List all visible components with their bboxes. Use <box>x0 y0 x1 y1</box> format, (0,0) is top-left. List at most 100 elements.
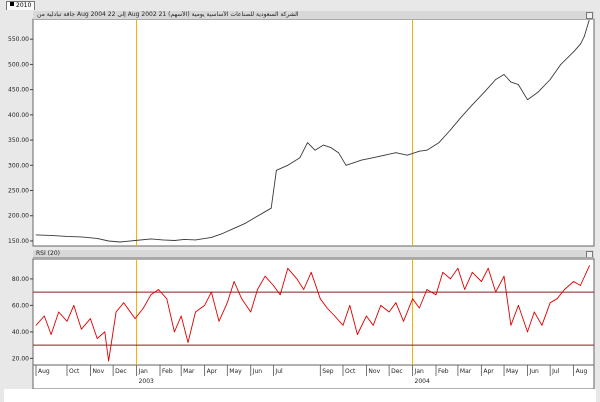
x-tick-label: May <box>506 368 519 375</box>
rsi-line-point <box>541 324 543 326</box>
x-tick-label: Jan <box>138 368 148 375</box>
price-line-point <box>314 149 316 151</box>
x-tick-label: Dec <box>115 368 127 375</box>
rsi-line-point <box>310 271 312 273</box>
price-panel-button[interactable] <box>586 12 593 19</box>
price-line-point <box>418 150 420 152</box>
price-y-tick-label: 200.00 <box>8 213 29 220</box>
price-line-point <box>426 149 428 151</box>
rsi-line-point <box>480 281 482 282</box>
rsi-line-point <box>326 307 328 309</box>
x-tick-label: Jun <box>528 368 539 375</box>
rsi-line-point <box>279 294 281 296</box>
rsi-line-point <box>412 298 413 300</box>
rsi-line-point <box>241 298 243 300</box>
price-line <box>35 18 590 243</box>
x-tick-label: Dec <box>391 368 403 375</box>
rsi-line-point <box>257 289 258 290</box>
rsi-line-point <box>150 294 152 296</box>
rsi-line-point <box>549 302 551 304</box>
rsi-line-point <box>334 315 336 317</box>
status-strip <box>4 389 596 402</box>
price-line-point <box>503 74 505 75</box>
price-line-point <box>510 81 512 83</box>
rsi-line-point <box>123 302 125 304</box>
rsi-y-tick-label: 20.00 <box>12 355 29 362</box>
rsi-line-point <box>388 311 390 313</box>
price-line-point <box>276 169 277 171</box>
rsi-line-point <box>273 285 274 286</box>
price-line-point <box>299 157 301 159</box>
x-tick-label: May <box>229 368 242 375</box>
rsi-line-point <box>518 304 519 306</box>
price-line-point <box>195 239 196 241</box>
rsi-line-point <box>580 285 581 286</box>
rsi-line-point <box>211 291 212 293</box>
rsi-line-point <box>73 304 75 306</box>
rsi-y-tick-label: 40.00 <box>12 329 29 336</box>
price-line-point <box>222 232 224 234</box>
x-tick-label: Apr <box>483 368 494 375</box>
price-line-point <box>353 162 354 164</box>
x-tick-label: Jun <box>252 368 263 375</box>
price-line-point <box>245 222 246 224</box>
price-line-point <box>150 238 152 240</box>
rsi-line-point <box>418 307 420 309</box>
rsi-line-point <box>204 304 206 306</box>
price-line-point <box>372 157 374 159</box>
rsi-line-point <box>142 307 144 309</box>
rsi-line-point <box>319 298 321 300</box>
price-line-point <box>50 235 52 236</box>
rsi-line-point <box>218 320 220 322</box>
price-line-point <box>449 129 451 131</box>
rsi-line-point <box>115 311 117 313</box>
price-line-point <box>573 51 575 53</box>
rsi-line-point <box>104 331 106 333</box>
x-tick-label: Mar <box>183 368 195 375</box>
rsi-line-point <box>449 278 451 280</box>
price-line-point <box>345 164 347 166</box>
rsi-panel-button[interactable] <box>586 251 593 257</box>
price-line-point <box>518 84 519 85</box>
price-line-point <box>119 241 121 243</box>
rsi-line-point <box>226 302 228 304</box>
x-tick-label: Mar <box>460 368 472 375</box>
price-line-point <box>162 239 164 241</box>
rsi-line-point <box>426 289 428 290</box>
price-line-point <box>395 152 397 154</box>
rsi-line-point <box>349 304 351 306</box>
price-y-tick-label: 400.00 <box>8 112 29 119</box>
price-line-point <box>322 144 324 146</box>
x-tick-label: Jul <box>551 368 560 375</box>
price-line-point <box>360 159 362 161</box>
price-line-point <box>580 43 581 45</box>
x-year-label: 2004 <box>415 378 430 385</box>
rsi-line-point <box>296 278 298 280</box>
price-line-point <box>35 234 37 236</box>
rsi-line-point <box>166 298 168 300</box>
rsi-line-point <box>589 265 590 267</box>
price-line-point <box>406 154 408 156</box>
price-line-point <box>287 164 289 166</box>
rsi-line-point <box>303 289 305 290</box>
price-line-point <box>384 154 385 156</box>
price-line-point <box>495 79 497 80</box>
x-tick-label: Jul <box>274 368 283 375</box>
rsi-line-point <box>457 267 459 269</box>
rsi-line-point <box>533 311 535 313</box>
rsi-line-point <box>187 342 189 343</box>
price-line-point <box>527 99 528 101</box>
price-line-point <box>549 79 551 80</box>
price-panel-header: الشركة السعودية للصناعات الأساسية يومية … <box>33 11 594 20</box>
price-line-point <box>183 239 185 240</box>
rsi-line-point <box>250 311 252 313</box>
rsi-line-point <box>173 331 175 333</box>
rsi-line-point <box>134 318 136 320</box>
rsi-line-point <box>50 334 52 335</box>
rsi-line-point <box>90 318 91 320</box>
price-y-tick-label: 350.00 <box>8 137 29 144</box>
x-tick-label: Feb <box>438 368 449 375</box>
rsi-line-point <box>372 324 374 326</box>
price-panel-title: الشركة السعودية للصناعات الأساسية يومية … <box>37 11 299 18</box>
rsi-line-point <box>442 271 444 273</box>
